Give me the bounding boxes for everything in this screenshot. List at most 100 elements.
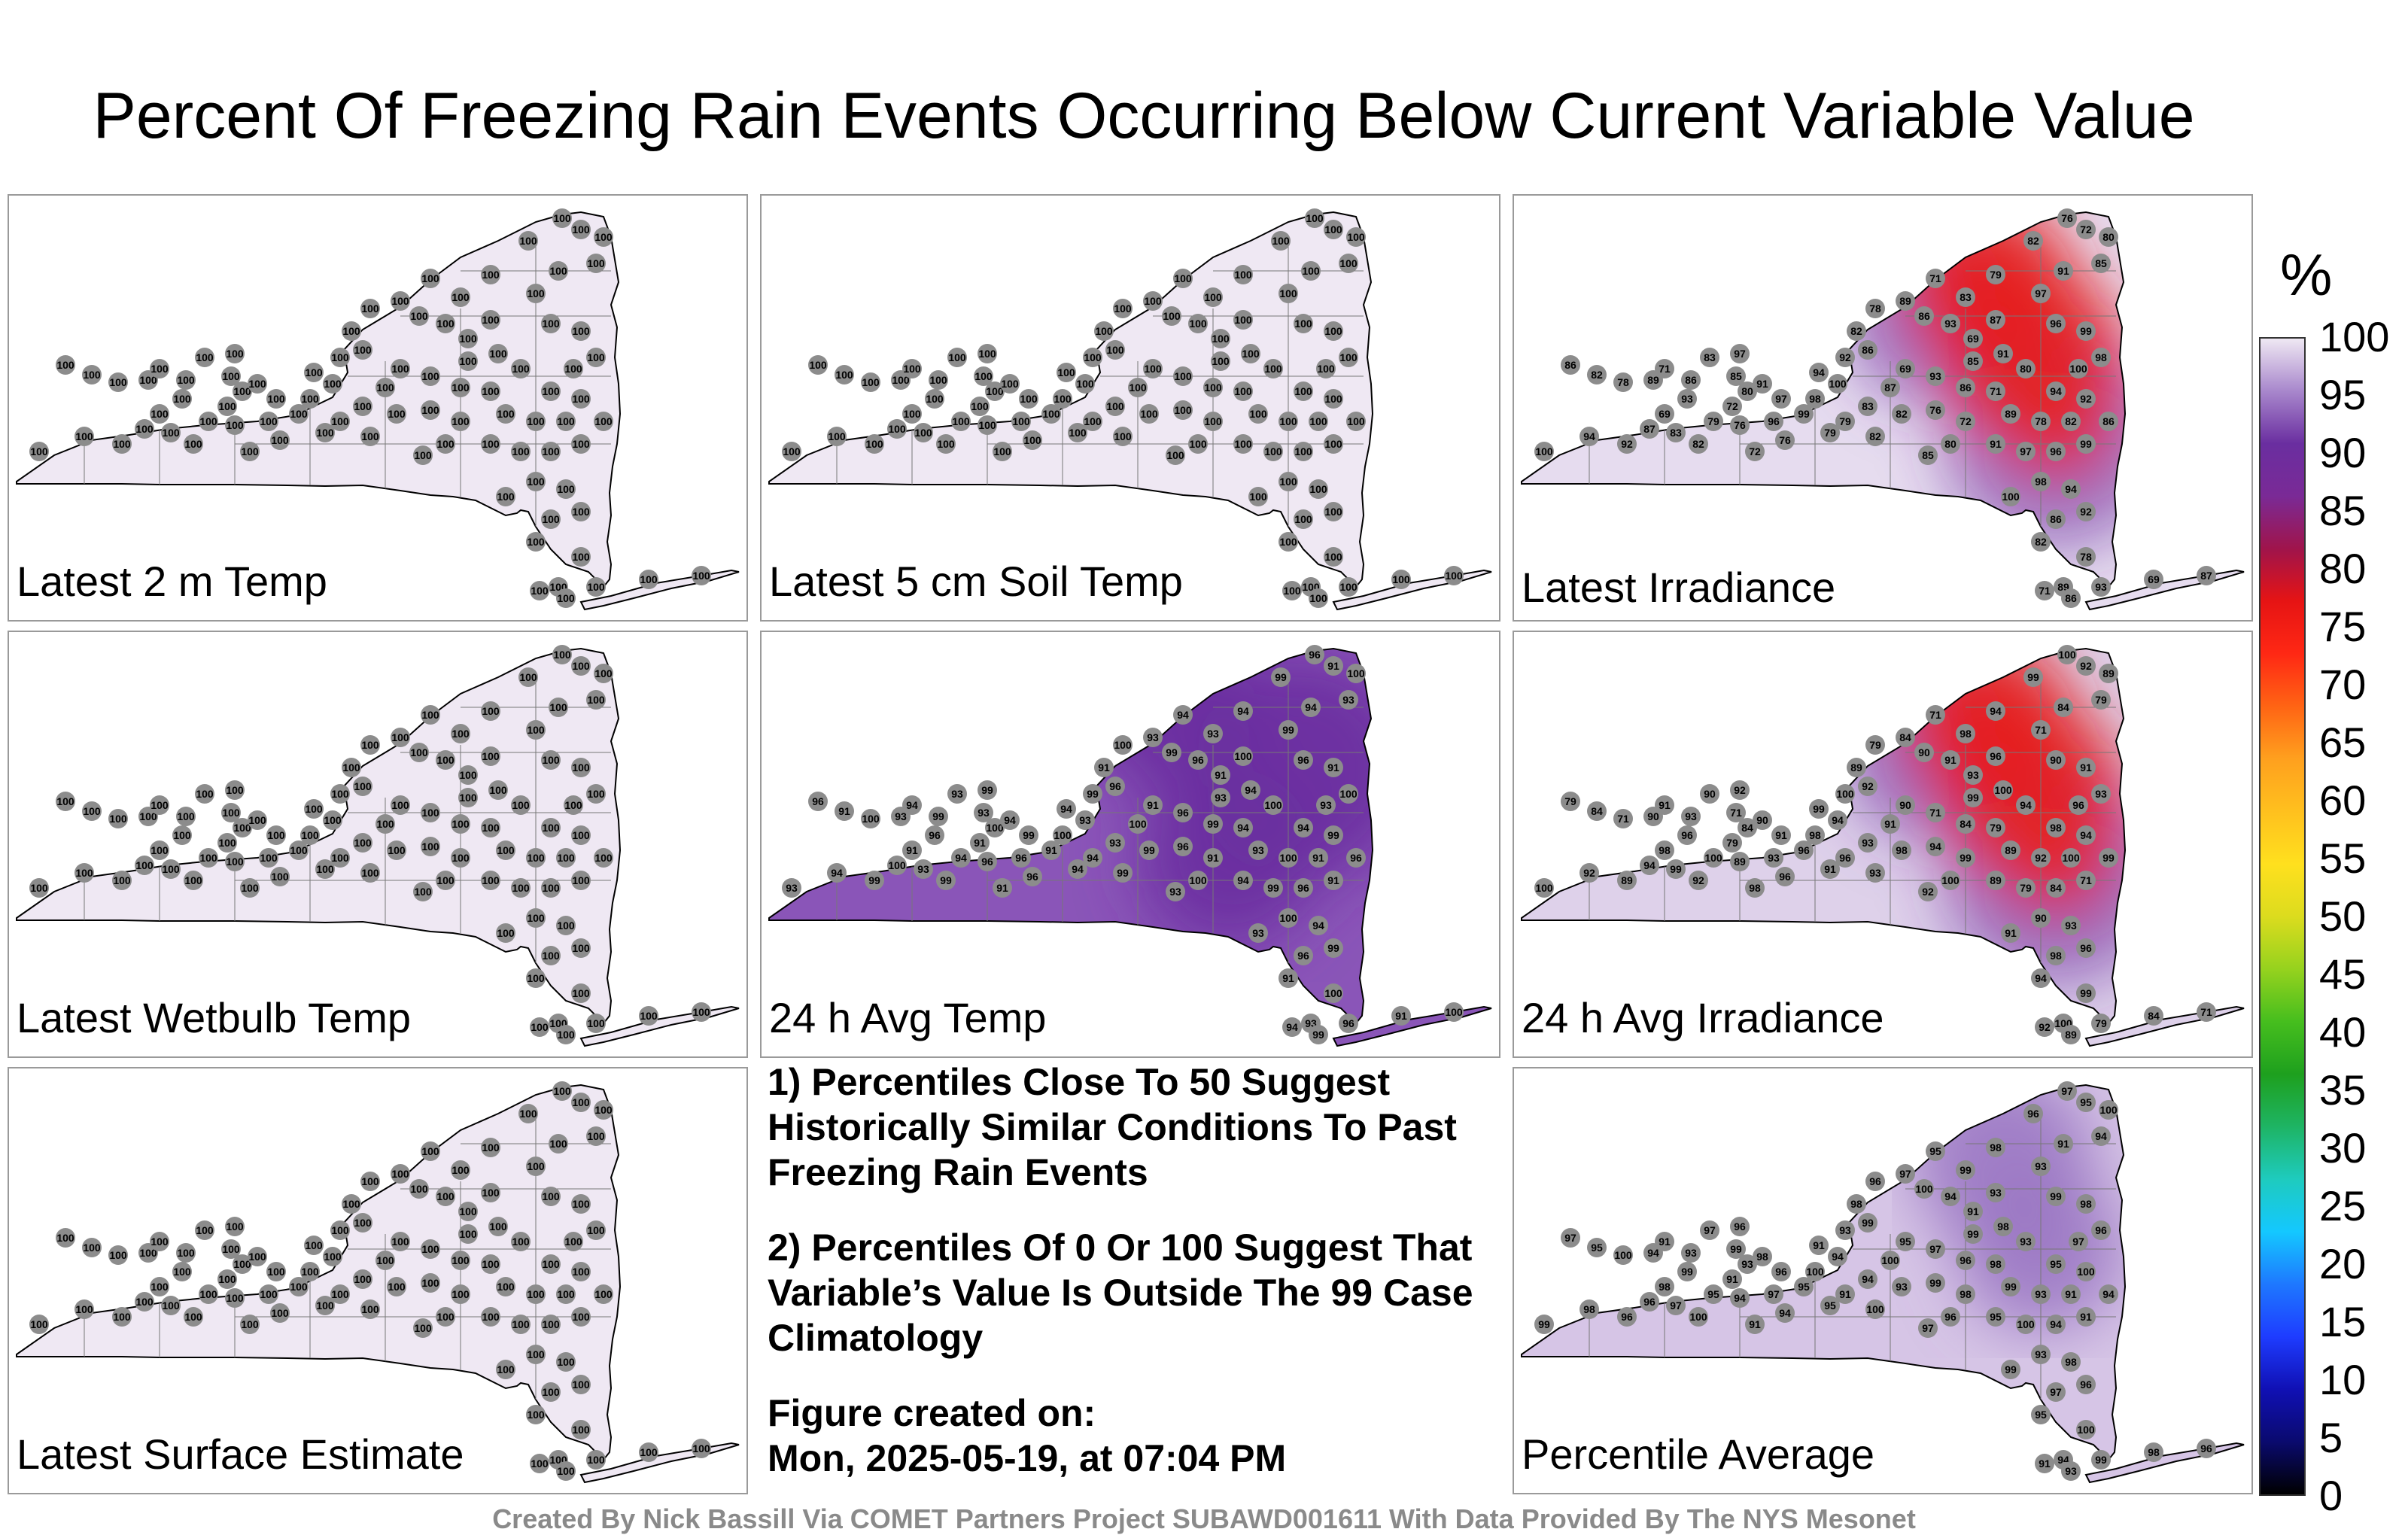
station-marker — [541, 442, 561, 461]
station-marker — [225, 780, 245, 800]
station-marker — [1914, 306, 1934, 326]
station-marker — [2031, 848, 2051, 868]
station-marker — [947, 348, 967, 367]
station-marker — [977, 344, 997, 363]
station-value: 99 — [2050, 1190, 2062, 1202]
station-marker — [970, 833, 990, 853]
station-marker — [1956, 1251, 1975, 1270]
station-value: 100 — [482, 1258, 500, 1270]
station-value: 100 — [572, 1096, 590, 1108]
station-value: 93 — [1320, 799, 1332, 811]
station-marker — [1278, 472, 1298, 491]
station-value: 100 — [542, 513, 560, 525]
station-value: 100 — [1189, 438, 1207, 450]
station-value: 100 — [391, 731, 409, 743]
station-value: 100 — [459, 333, 477, 345]
station-marker — [2046, 509, 2066, 529]
station-marker — [564, 795, 583, 815]
station-marker — [481, 701, 500, 721]
station-marker — [1263, 795, 1283, 815]
station-marker — [342, 1194, 361, 1214]
station-value: 96 — [1960, 1254, 1972, 1266]
station-value: 100 — [1392, 573, 1410, 585]
station-value: 100 — [1069, 427, 1087, 439]
station-marker — [458, 765, 478, 785]
station-value: 100 — [1204, 415, 1222, 427]
station-value: 100 — [1057, 366, 1075, 378]
station-marker — [1294, 750, 1313, 770]
station-marker — [1617, 1307, 1637, 1327]
station-marker — [270, 1303, 290, 1323]
station-value: 93 — [951, 788, 963, 800]
station-marker — [1726, 803, 1746, 822]
station-marker — [1162, 306, 1181, 326]
station-marker — [1896, 795, 1915, 815]
station-value: 89 — [1621, 874, 1633, 886]
station-marker — [1444, 1002, 1464, 1022]
station-value: 94 — [1072, 863, 1084, 875]
station-marker — [1083, 784, 1102, 804]
station-value: 100 — [301, 829, 319, 841]
station-value: 100 — [978, 348, 996, 360]
station-marker — [1963, 329, 1983, 348]
station-marker — [112, 1307, 132, 1327]
station-value: 100 — [113, 438, 131, 450]
station-value: 78 — [2080, 551, 2092, 563]
station-marker — [1764, 848, 1783, 868]
station-marker — [511, 359, 531, 378]
colorbar-tick: 70 — [2319, 661, 2367, 708]
station-value: 100 — [241, 445, 259, 457]
station-marker — [1896, 1164, 1915, 1184]
colorbar-tick: 35 — [2319, 1066, 2367, 1114]
station-marker — [1613, 1245, 1633, 1265]
station-value: 79 — [2095, 1017, 2107, 1029]
station-marker — [2076, 1307, 2096, 1327]
station-marker — [1346, 848, 1366, 868]
station-value: 85 — [1967, 355, 1979, 367]
station-marker — [1892, 840, 1911, 860]
station-marker — [1105, 340, 1125, 360]
station-value: 100 — [271, 871, 289, 883]
station-marker — [375, 814, 395, 834]
station-marker — [2016, 1232, 2036, 1251]
station-value: 98 — [1659, 844, 1671, 856]
station-value: 100 — [267, 829, 285, 841]
station-value: 100 — [482, 314, 500, 326]
panel-latest-2m-temp: 100 100 100 100 100 100 100 100 100 100 100 100 100 1… — [8, 194, 748, 622]
station-value: 100 — [1445, 1006, 1463, 1018]
station-marker — [1666, 1296, 1686, 1315]
station-marker — [108, 809, 128, 828]
station-value: 71 — [1659, 363, 1671, 375]
station-value: 100 — [391, 1236, 409, 1248]
station-marker — [1835, 348, 1855, 367]
station-marker — [586, 254, 606, 273]
station-value: 96 — [1297, 754, 1309, 766]
station-value: 100 — [150, 363, 169, 375]
station-marker — [2023, 667, 2043, 687]
station-marker — [1880, 1251, 1900, 1270]
station-value: 100 — [557, 415, 575, 427]
station-value: 100 — [30, 445, 48, 457]
station-value: 100 — [1264, 363, 1282, 375]
station-marker — [1820, 859, 1840, 879]
station-value: 99 — [1207, 818, 1219, 830]
station-value: 100 — [1309, 415, 1327, 427]
station-marker — [1173, 803, 1193, 822]
station-value: 100 — [324, 814, 342, 826]
station-marker — [1143, 359, 1163, 378]
station-marker — [387, 1277, 406, 1296]
station-value: 100 — [542, 1190, 560, 1202]
station-value: 99 — [2080, 438, 2092, 450]
colorbar-tick: 80 — [2319, 545, 2367, 592]
station-marker — [2091, 1220, 2111, 1240]
station-value: 99 — [1023, 829, 1035, 841]
station-marker — [1143, 728, 1163, 747]
station-value: 96 — [1869, 1175, 1881, 1187]
station-value: 100 — [139, 374, 157, 386]
station-marker — [240, 878, 260, 898]
station-value: 100 — [572, 829, 590, 841]
station-marker — [518, 231, 538, 251]
station-marker — [1041, 840, 1061, 860]
station-marker — [2061, 848, 2081, 868]
station-marker — [541, 1315, 561, 1334]
